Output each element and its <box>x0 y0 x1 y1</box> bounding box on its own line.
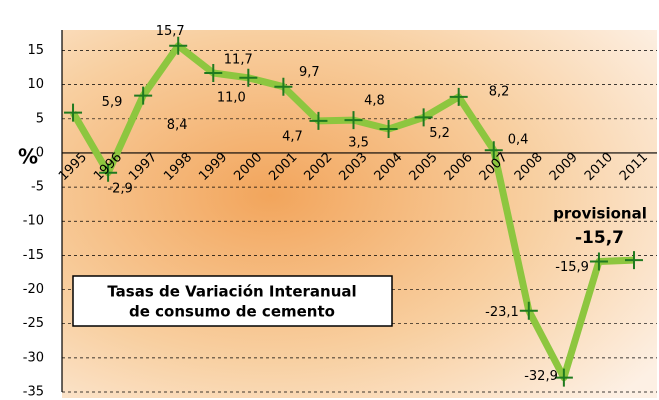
marker <box>344 111 363 130</box>
y-tick-label: -10 <box>23 214 44 229</box>
marker <box>589 252 608 271</box>
marker <box>99 163 118 182</box>
y-tick-label: -5 <box>31 180 44 195</box>
y-tick-label: 5 <box>36 111 44 126</box>
data-label: 4,8 <box>364 94 385 109</box>
y-tick-label: -25 <box>23 316 44 331</box>
data-label: -32,9 <box>524 369 558 384</box>
y-tick-label: -30 <box>23 350 44 365</box>
chart-title: Tasas de Variación Interanual <box>107 283 356 301</box>
marker <box>484 141 503 160</box>
marker <box>379 120 398 139</box>
marker <box>414 108 433 127</box>
y-tick-label: -35 <box>23 385 44 400</box>
marker <box>519 301 538 320</box>
y-tick-label: -20 <box>23 282 44 297</box>
marker <box>134 86 153 105</box>
data-label: -15,9 <box>555 260 589 275</box>
data-label: 0,4 <box>508 133 529 148</box>
y-tick-label: -15 <box>23 248 44 263</box>
data-label: -23,1 <box>485 305 519 320</box>
chart-title: de consumo de cemento <box>129 303 335 321</box>
y-tick-label: 15 <box>27 43 44 58</box>
marker <box>169 36 188 55</box>
data-label: 15,7 <box>156 24 185 39</box>
data-label: 11,7 <box>224 53 253 68</box>
data-label: 5,9 <box>102 95 123 110</box>
annotation: provisional <box>553 205 647 223</box>
y-tick-label: 0 <box>36 145 44 160</box>
data-label: 4,7 <box>282 129 303 144</box>
marker <box>449 87 468 106</box>
data-label: 5,2 <box>429 126 450 141</box>
marker <box>309 111 328 130</box>
data-label: 3,5 <box>348 136 369 151</box>
marker <box>239 68 258 87</box>
data-label: 11,0 <box>217 90 246 105</box>
data-label: 8,4 <box>167 118 188 133</box>
plot-area <box>62 30 657 398</box>
data-label: 9,7 <box>299 65 320 80</box>
y-tick-label: 10 <box>27 77 44 92</box>
data-label: -2,9 <box>107 181 132 196</box>
marker <box>554 368 573 387</box>
data-label: 8,2 <box>489 84 510 99</box>
y-axis-label: % <box>18 145 38 169</box>
marker <box>624 251 643 270</box>
marker <box>204 64 223 83</box>
marker <box>64 103 83 122</box>
title-box <box>72 275 393 327</box>
data-label: -15,7 <box>575 228 624 248</box>
marker <box>274 77 293 96</box>
